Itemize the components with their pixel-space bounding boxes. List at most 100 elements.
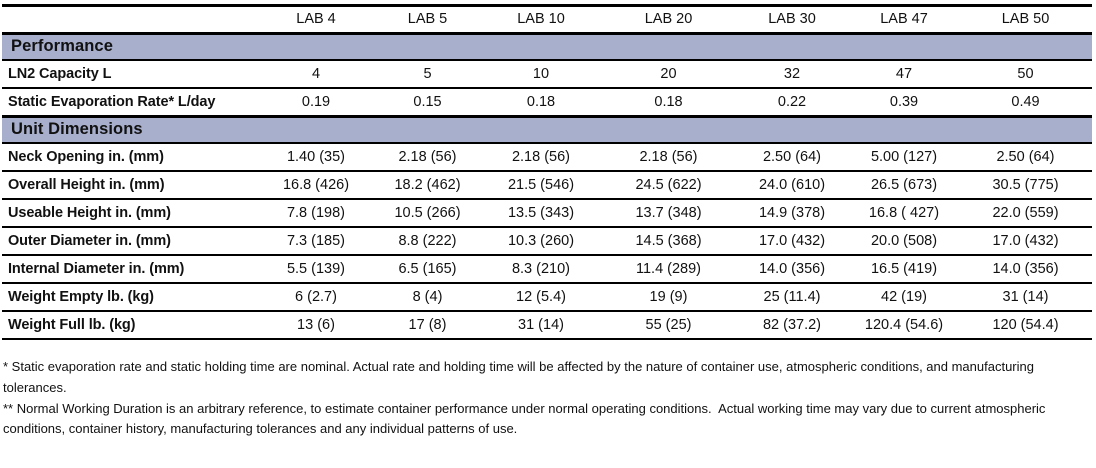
cell-value: 0.18 bbox=[602, 88, 735, 118]
cell-value: 0.22 bbox=[735, 88, 849, 118]
header-row: LAB 4 LAB 5 LAB 10 LAB 20 LAB 30 LAB 47 LAB 50 bbox=[2, 4, 1092, 35]
row-label: Internal Diameter in. (mm) bbox=[2, 255, 257, 284]
section-row: Performance bbox=[2, 33, 1092, 61]
cell-value: 13.7 (348) bbox=[602, 199, 735, 228]
cell-value: 2.50 (64) bbox=[959, 143, 1092, 172]
cell-value: 26.5 (673) bbox=[849, 171, 959, 200]
cell-value: 21.5 (546) bbox=[480, 171, 602, 200]
cell-value: 19 (9) bbox=[602, 283, 735, 312]
cell-value: 8 (4) bbox=[375, 283, 480, 312]
row-label: Useable Height in. (mm) bbox=[2, 199, 257, 228]
cell-value: 0.39 bbox=[849, 88, 959, 118]
column-header: LAB 5 bbox=[375, 4, 480, 35]
cell-value: 6.5 (165) bbox=[375, 255, 480, 284]
cell-value: 14.0 (356) bbox=[959, 255, 1092, 284]
table-row: Weight Full lb. (kg) 13 (6) 17 (8) 31 (14) 5… bbox=[2, 311, 1092, 340]
cell-value: 2.50 (64) bbox=[735, 143, 849, 172]
cell-value: 17.0 (432) bbox=[959, 227, 1092, 256]
cell-value: 14.5 (368) bbox=[602, 227, 735, 256]
cell-value: 16.5 (419) bbox=[849, 255, 959, 284]
cell-value: 5 bbox=[375, 60, 480, 89]
cell-value: 82 (37.2) bbox=[735, 311, 849, 340]
footnotes: * Static evaporation rate and static hol… bbox=[3, 357, 1092, 440]
cell-value: 10 bbox=[480, 60, 602, 89]
table-row: Internal Diameter in. (mm) 5.5 (139) 6.5 (… bbox=[2, 255, 1092, 284]
cell-value: 0.15 bbox=[375, 88, 480, 118]
cell-value: 13 (6) bbox=[257, 311, 375, 340]
cell-value: 13.5 (343) bbox=[480, 199, 602, 228]
cell-value: 20.0 (508) bbox=[849, 227, 959, 256]
cell-value: 18.2 (462) bbox=[375, 171, 480, 200]
cell-value: 7.3 (185) bbox=[257, 227, 375, 256]
table-row: Static Evaporation Rate* L/day 0.19 0.15 0.… bbox=[2, 88, 1092, 118]
cell-value: 0.49 bbox=[959, 88, 1092, 118]
row-label: Weight Empty lb. (kg) bbox=[2, 283, 257, 312]
column-header: LAB 20 bbox=[602, 4, 735, 35]
cell-value: 2.18 (56) bbox=[480, 143, 602, 172]
cell-value: 8.3 (210) bbox=[480, 255, 602, 284]
cell-value: 24.0 (610) bbox=[735, 171, 849, 200]
cell-value: 5.5 (139) bbox=[257, 255, 375, 284]
cell-value: 14.0 (356) bbox=[735, 255, 849, 284]
row-label: Weight Full lb. (kg) bbox=[2, 311, 257, 340]
section-header: Unit Dimensions bbox=[2, 116, 1092, 144]
cell-value: 6 (2.7) bbox=[257, 283, 375, 312]
cell-value: 31 (14) bbox=[959, 283, 1092, 312]
row-label: Static Evaporation Rate* L/day bbox=[2, 88, 257, 118]
cell-value: 10.3 (260) bbox=[480, 227, 602, 256]
cell-value: 12 (5.4) bbox=[480, 283, 602, 312]
table-row: Outer Diameter in. (mm) 7.3 (185) 8.8 (222… bbox=[2, 227, 1092, 256]
cell-value: 22.0 (559) bbox=[959, 199, 1092, 228]
cell-value: 14.9 (378) bbox=[735, 199, 849, 228]
table-row: LN2 Capacity L 4 5 10 20 32 47 50 bbox=[2, 60, 1092, 89]
row-label: Outer Diameter in. (mm) bbox=[2, 227, 257, 256]
column-header: LAB 50 bbox=[959, 4, 1092, 35]
cell-value: 7.8 (198) bbox=[257, 199, 375, 228]
cell-value: 0.19 bbox=[257, 88, 375, 118]
cell-value: 11.4 (289) bbox=[602, 255, 735, 284]
table-row: Neck Opening in. (mm) 1.40 (35) 2.18 (56) 2… bbox=[2, 143, 1092, 172]
cell-value: 31 (14) bbox=[480, 311, 602, 340]
cell-value: 120 (54.4) bbox=[959, 311, 1092, 340]
cell-value: 8.8 (222) bbox=[375, 227, 480, 256]
cell-value: 25 (11.4) bbox=[735, 283, 849, 312]
cell-value: 16.8 ( 427) bbox=[849, 199, 959, 228]
cell-value: 2.18 (56) bbox=[602, 143, 735, 172]
spec-table: LAB 4 LAB 5 LAB 10 LAB 20 LAB 30 LAB 47 LAB 50… bbox=[2, 4, 1092, 340]
cell-value: 30.5 (775) bbox=[959, 171, 1092, 200]
cell-value: 55 (25) bbox=[602, 311, 735, 340]
spec-sheet: LAB 4 LAB 5 LAB 10 LAB 20 LAB 30 LAB 47 LAB 50… bbox=[2, 4, 1092, 440]
cell-value: 17.0 (432) bbox=[735, 227, 849, 256]
footnote-normal-working-duration: ** Normal Working Duration is an arbitra… bbox=[3, 400, 1050, 437]
table-row: Weight Empty lb. (kg) 6 (2.7) 8 (4) 12 (5.4… bbox=[2, 283, 1092, 312]
cell-value: 1.40 (35) bbox=[257, 143, 375, 172]
column-header: LAB 30 bbox=[735, 4, 849, 35]
column-header: LAB 10 bbox=[480, 4, 602, 35]
table-head: LAB 4 LAB 5 LAB 10 LAB 20 LAB 30 LAB 47 LAB 50 bbox=[2, 4, 1092, 35]
corner-cell bbox=[2, 4, 257, 35]
table-body: Performance LN2 Capacity L 4 5 10 20 32 47 50 Sta… bbox=[2, 33, 1092, 340]
cell-value: 16.8 (426) bbox=[257, 171, 375, 200]
section-header: Performance bbox=[2, 33, 1092, 61]
table-row: Overall Height in. (mm) 16.8 (426) 18.2 (4… bbox=[2, 171, 1092, 200]
cell-value: 50 bbox=[959, 60, 1092, 89]
section-row: Unit Dimensions bbox=[2, 116, 1092, 144]
row-label: Neck Opening in. (mm) bbox=[2, 143, 257, 172]
cell-value: 20 bbox=[602, 60, 735, 89]
row-label: LN2 Capacity L bbox=[2, 60, 257, 89]
cell-value: 17 (8) bbox=[375, 311, 480, 340]
table-row: Useable Height in. (mm) 7.8 (198) 10.5 (26… bbox=[2, 199, 1092, 228]
column-header: LAB 4 bbox=[257, 4, 375, 35]
cell-value: 120.4 (54.6) bbox=[849, 311, 959, 340]
cell-value: 42 (19) bbox=[849, 283, 959, 312]
cell-value: 24.5 (622) bbox=[602, 171, 735, 200]
cell-value: 2.18 (56) bbox=[375, 143, 480, 172]
footnote-static-evaporation: * Static evaporation rate and static hol… bbox=[3, 359, 1038, 395]
column-header: LAB 47 bbox=[849, 4, 959, 35]
row-label: Overall Height in. (mm) bbox=[2, 171, 257, 200]
cell-value: 47 bbox=[849, 60, 959, 89]
cell-value: 10.5 (266) bbox=[375, 199, 480, 228]
cell-value: 5.00 (127) bbox=[849, 143, 959, 172]
cell-value: 0.18 bbox=[480, 88, 602, 118]
cell-value: 4 bbox=[257, 60, 375, 89]
